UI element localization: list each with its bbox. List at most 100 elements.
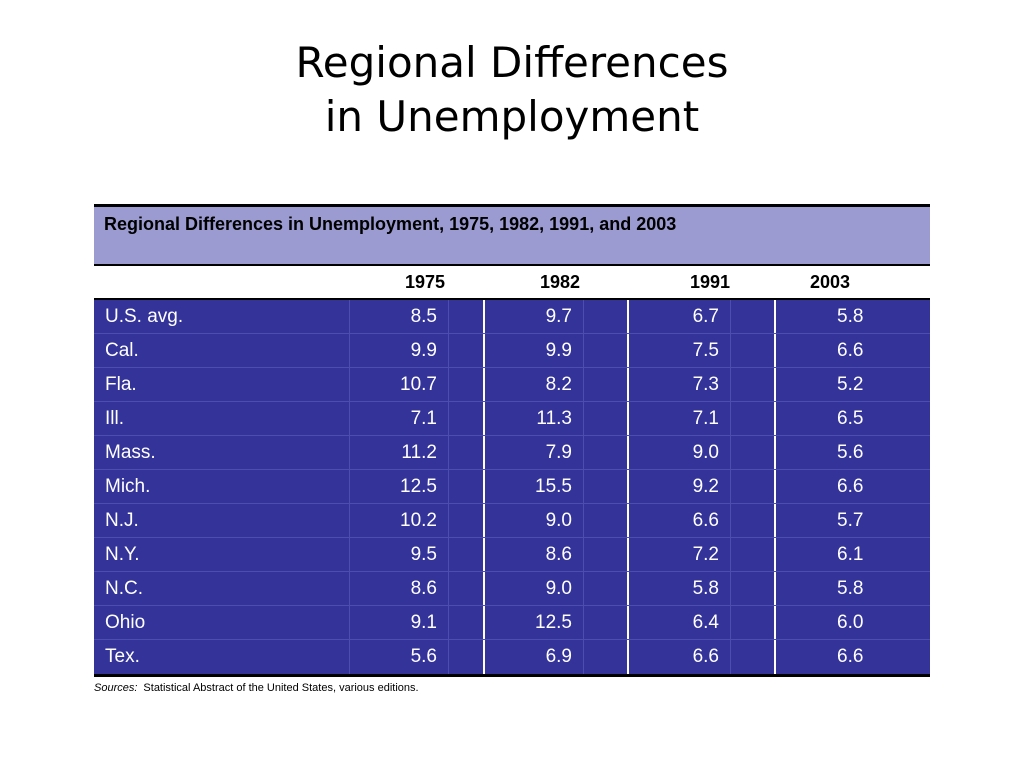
gap-cell xyxy=(584,436,629,469)
table-row: Tex. 5.6 6.9 6.6 6.6 xyxy=(94,640,930,674)
gap-cell xyxy=(776,640,826,674)
year-header-1975: 1975 xyxy=(404,272,445,292)
gap-cell xyxy=(776,572,826,605)
gap-cell xyxy=(449,402,485,435)
year-header-1991: 1991 xyxy=(689,272,730,292)
gap-cell xyxy=(731,504,776,537)
state-cell: U.S. avg. xyxy=(94,300,350,333)
value-1991: 6.4 xyxy=(629,606,731,639)
gap-cell xyxy=(584,572,629,605)
table-row: Ill. 7.1 11.3 7.1 6.5 xyxy=(94,402,930,436)
value-1982: 11.3 xyxy=(485,402,584,435)
value-1982: 12.5 xyxy=(485,606,584,639)
value-2003: 5.6 xyxy=(837,442,864,463)
gap-cell xyxy=(776,470,826,503)
value-1975: 10.2 xyxy=(350,504,449,537)
value-2003: 5.8 xyxy=(837,578,864,599)
year-header-end xyxy=(854,266,930,298)
year-header-2003: 2003 xyxy=(809,272,850,292)
slide-title: Regional Differences in Unemployment xyxy=(0,36,1024,144)
table-body: U.S. avg. 8.5 9.7 6.7 5.8 Cal. 9.9 9.9 7… xyxy=(94,300,930,677)
gap-cell xyxy=(731,470,776,503)
slide-title-line-1: Regional Differences xyxy=(295,38,729,87)
gap-cell xyxy=(731,334,776,367)
gap-cell xyxy=(449,300,485,333)
value-2003: 5.2 xyxy=(837,374,864,395)
value-1982: 9.7 xyxy=(485,300,584,333)
value-1991: 7.3 xyxy=(629,368,731,401)
sources-text: Statistical Abstract of the United State… xyxy=(143,682,419,694)
gap-cell xyxy=(731,300,776,333)
table-row: N.Y. 9.5 8.6 7.2 6.1 xyxy=(94,538,930,572)
value-2003: 6.0 xyxy=(837,612,864,633)
table-row: N.C. 8.6 9.0 5.8 5.8 xyxy=(94,572,930,606)
gap-cell xyxy=(449,436,485,469)
value-1982: 6.9 xyxy=(485,640,584,674)
gap-cell xyxy=(449,470,485,503)
gap-cell xyxy=(731,572,776,605)
gap-cell xyxy=(584,640,629,674)
value-1975: 8.6 xyxy=(350,572,449,605)
state-cell: N.J. xyxy=(94,504,350,537)
unemployment-table: Regional Differences in Unemployment, 19… xyxy=(94,204,930,677)
gap-cell xyxy=(449,504,485,537)
state-cell: Ill. xyxy=(94,402,350,435)
value-1982: 9.9 xyxy=(485,334,584,367)
gap-cell xyxy=(776,334,826,367)
value-2003: 6.5 xyxy=(837,408,864,429)
table-caption: Regional Differences in Unemployment, 19… xyxy=(94,204,930,266)
gap-cell xyxy=(776,538,826,571)
value-1982: 9.0 xyxy=(485,572,584,605)
table-row: Mich. 12.5 15.5 9.2 6.6 xyxy=(94,470,930,504)
value-1975: 5.6 xyxy=(350,640,449,674)
gap-cell xyxy=(449,334,485,367)
value-1991: 6.6 xyxy=(629,640,731,674)
table-row: Cal. 9.9 9.9 7.5 6.6 xyxy=(94,334,930,368)
table-row: U.S. avg. 8.5 9.7 6.7 5.8 xyxy=(94,300,930,334)
value-2003: 6.6 xyxy=(837,476,864,497)
value-2003: 6.1 xyxy=(837,544,864,565)
gap-cell xyxy=(449,368,485,401)
value-1975: 8.5 xyxy=(350,300,449,333)
gap-cell xyxy=(776,368,826,401)
value-2003: 6.6 xyxy=(837,646,864,667)
value-2003: 6.6 xyxy=(837,340,864,361)
state-cell: Mass. xyxy=(94,436,350,469)
table-row: N.J. 10.2 9.0 6.6 5.7 xyxy=(94,504,930,538)
value-1991: 6.6 xyxy=(629,504,731,537)
value-1991: 6.7 xyxy=(629,300,731,333)
table-row: Ohio 9.1 12.5 6.4 6.0 xyxy=(94,606,930,640)
slide-title-line-2: in Unemployment xyxy=(324,92,700,141)
value-1991: 9.0 xyxy=(629,436,731,469)
value-1991: 7.5 xyxy=(629,334,731,367)
table-row: Mass. 11.2 7.9 9.0 5.6 xyxy=(94,436,930,470)
year-header-spacer xyxy=(94,266,350,298)
value-1982: 8.6 xyxy=(485,538,584,571)
state-cell: Cal. xyxy=(94,334,350,367)
value-1975: 9.9 xyxy=(350,334,449,367)
value-1982: 7.9 xyxy=(485,436,584,469)
state-cell: Tex. xyxy=(94,640,350,674)
state-cell: N.Y. xyxy=(94,538,350,571)
gap-cell xyxy=(731,436,776,469)
gap-cell xyxy=(584,368,629,401)
value-2003: 5.7 xyxy=(837,510,864,531)
gap-cell xyxy=(449,606,485,639)
year-header-1982: 1982 xyxy=(539,272,580,292)
gap-cell xyxy=(584,402,629,435)
gap-cell xyxy=(776,504,826,537)
value-1991: 7.1 xyxy=(629,402,731,435)
gap-cell xyxy=(731,538,776,571)
value-1975: 9.1 xyxy=(350,606,449,639)
gap-cell xyxy=(449,538,485,571)
sources-label: Sources: xyxy=(94,682,138,694)
year-header-row: 1975 1982 1991 2003 xyxy=(94,266,930,300)
state-cell: Fla. xyxy=(94,368,350,401)
gap-cell xyxy=(776,402,826,435)
value-1982: 15.5 xyxy=(485,470,584,503)
value-1991: 9.2 xyxy=(629,470,731,503)
value-1991: 7.2 xyxy=(629,538,731,571)
gap-cell xyxy=(584,504,629,537)
gap-cell xyxy=(731,606,776,639)
value-1975: 9.5 xyxy=(350,538,449,571)
